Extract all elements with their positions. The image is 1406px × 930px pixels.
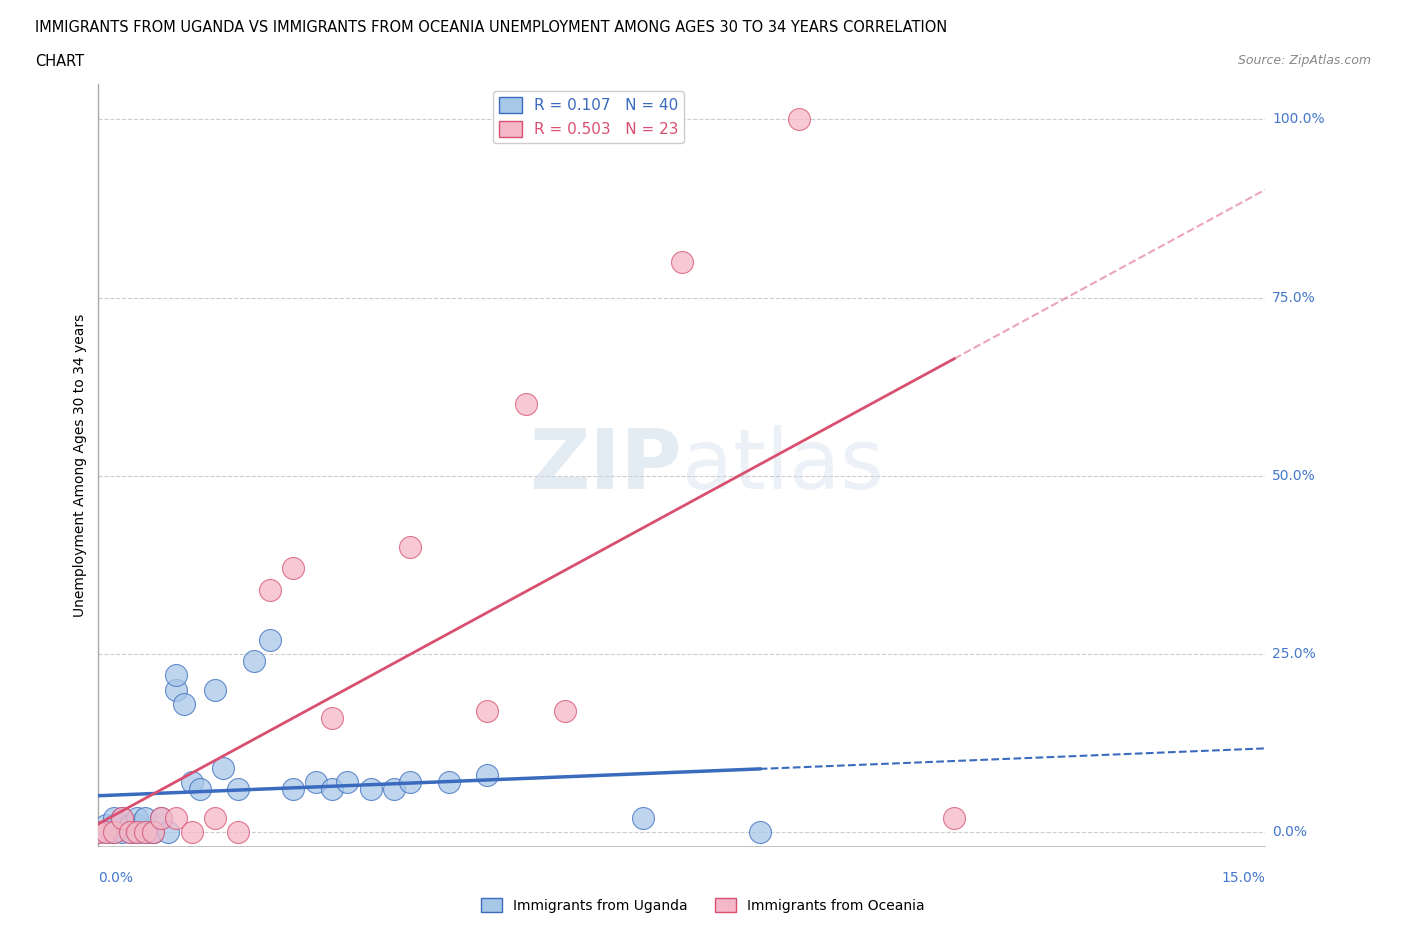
Point — [149, 810, 172, 825]
Point — [103, 825, 125, 840]
Point — [134, 825, 156, 840]
Point — [336, 775, 359, 790]
Point — [515, 397, 537, 412]
Text: 0.0%: 0.0% — [1272, 825, 1308, 839]
Point — [398, 775, 420, 790]
Point — [671, 255, 693, 270]
Point — [111, 810, 134, 825]
Point — [173, 697, 195, 711]
Point — [111, 825, 134, 840]
Point — [127, 825, 149, 840]
Point — [96, 825, 118, 840]
Text: 15.0%: 15.0% — [1222, 871, 1265, 885]
Point — [118, 825, 141, 840]
Point — [204, 810, 226, 825]
Point — [281, 561, 304, 576]
Point — [142, 825, 165, 840]
Point — [157, 825, 180, 840]
Point — [382, 782, 405, 797]
Point — [127, 825, 149, 840]
Text: Source: ZipAtlas.com: Source: ZipAtlas.com — [1237, 54, 1371, 67]
Point — [165, 682, 187, 697]
Point — [127, 810, 149, 825]
Point — [142, 825, 165, 840]
Point — [943, 810, 966, 825]
Point — [180, 775, 202, 790]
Point — [477, 767, 499, 782]
Text: atlas: atlas — [682, 424, 883, 506]
Point — [477, 703, 499, 718]
Text: 0.0%: 0.0% — [98, 871, 134, 885]
Point — [305, 775, 328, 790]
Point — [787, 112, 810, 126]
Point — [259, 632, 281, 647]
Text: ZIP: ZIP — [530, 424, 682, 506]
Point — [321, 711, 343, 725]
Point — [321, 782, 343, 797]
Point — [96, 825, 118, 840]
Point — [180, 825, 202, 840]
Point — [398, 539, 420, 554]
Text: 25.0%: 25.0% — [1272, 647, 1316, 661]
Point — [111, 810, 134, 825]
Point — [96, 817, 118, 832]
Point — [631, 810, 654, 825]
Point — [103, 810, 125, 825]
Point — [118, 825, 141, 840]
Point — [87, 825, 110, 840]
Point — [134, 825, 156, 840]
Legend: R = 0.107   N = 40, R = 0.503   N = 23: R = 0.107 N = 40, R = 0.503 N = 23 — [492, 91, 685, 143]
Text: IMMIGRANTS FROM UGANDA VS IMMIGRANTS FROM OCEANIA UNEMPLOYMENT AMONG AGES 30 TO : IMMIGRANTS FROM UGANDA VS IMMIGRANTS FRO… — [35, 20, 948, 35]
Point — [259, 582, 281, 597]
Point — [134, 810, 156, 825]
Text: 75.0%: 75.0% — [1272, 290, 1316, 304]
Point — [360, 782, 382, 797]
Text: CHART: CHART — [35, 54, 84, 69]
Point — [165, 668, 187, 683]
Point — [103, 825, 125, 840]
Y-axis label: Unemployment Among Ages 30 to 34 years: Unemployment Among Ages 30 to 34 years — [73, 313, 87, 617]
Text: 100.0%: 100.0% — [1272, 113, 1324, 126]
Point — [165, 810, 187, 825]
Point — [118, 817, 141, 832]
Point — [204, 682, 226, 697]
Point — [142, 825, 165, 840]
Point — [127, 817, 149, 832]
Point — [103, 817, 125, 832]
Point — [188, 782, 211, 797]
Point — [281, 782, 304, 797]
Point — [554, 703, 576, 718]
Point — [228, 782, 250, 797]
Point — [149, 810, 172, 825]
Legend: Immigrants from Uganda, Immigrants from Oceania: Immigrants from Uganda, Immigrants from … — [475, 893, 931, 919]
Text: 50.0%: 50.0% — [1272, 469, 1316, 483]
Point — [748, 825, 770, 840]
Point — [437, 775, 460, 790]
Point — [243, 654, 266, 669]
Point — [212, 761, 235, 776]
Point — [87, 825, 110, 840]
Point — [228, 825, 250, 840]
